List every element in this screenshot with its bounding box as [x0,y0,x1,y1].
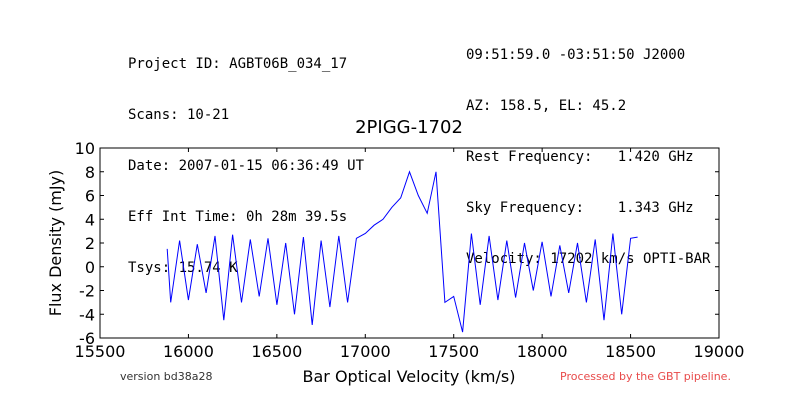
y-tick-label: 4 [85,210,95,229]
x-axis-label: Bar Optical Velocity (km/s) [303,367,516,386]
int-time-text: Eff Int Time: 0h 28m 39.5s [128,209,348,225]
y-axis-label: Flux Density (mJy) [46,170,65,317]
x-tick-label: 15500 [75,342,126,361]
coords-text: 09:51:59.0 -03:51:50 J2000 [466,47,686,63]
pipeline-credit-text: Processed by the GBT pipeline. [560,370,731,383]
y-tick-label: 2 [85,234,95,253]
sky-frequency-text: Sky Frequency: 1.343 GHz [466,200,694,216]
date-text: Date: 2007-01-15 06:36:49 UT [128,158,365,174]
chart-title: 2PIGG-1702 [355,117,463,138]
azel-text: AZ: 158.5, EL: 45.2 [466,98,627,114]
plot-frame [99,147,720,339]
y-tick-label: -4 [79,305,95,324]
x-tick-label: 18000 [517,342,568,361]
series-layer [166,170,638,333]
y-tick-label: 8 [85,163,95,182]
project-id-text: Project ID: AGBT06B_034_17 [128,56,348,72]
x-tick-label: 16000 [163,342,214,361]
x-tick-label: 17500 [428,342,479,361]
flux-series-line [166,170,638,333]
x-tick-label: 17000 [340,342,391,361]
y-tick-label: 6 [85,187,95,206]
y-axis: -6 -4 -2 0 2 4 6 8 10 [75,139,719,348]
x-axis: 15500 16000 16500 17000 17500 18000 18500 19000 [75,148,745,361]
y-tick-label: 10 [75,139,95,158]
rest-frequency-text: Rest Frequency: 1.420 GHz [466,149,694,165]
scan-info-left: Project ID: AGBT06B_034_17 Scans: 10-21 … [128,22,364,294]
y-tick-label: -6 [79,329,95,348]
y-tick-label: -2 [79,282,95,301]
version-text: version bd38a28 [120,370,213,383]
x-tick-label: 16500 [251,342,302,361]
x-tick-label: 19000 [694,342,745,361]
scans-text: Scans: 10-21 [128,107,230,123]
scan-info-right: 09:51:59.0 -03:51:50 J2000 AZ: 158.5, EL… [466,13,710,285]
y-tick-label: 0 [85,258,95,277]
x-tick-label: 18500 [605,342,656,361]
